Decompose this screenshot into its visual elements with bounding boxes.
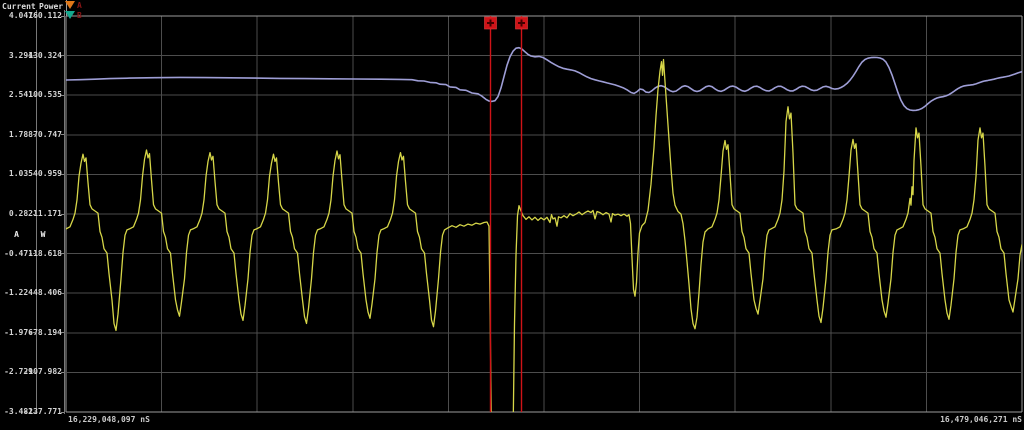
power-axis-header: Power [39,2,64,11]
axis-tick-dash [33,173,36,175]
power-unit-label: W [40,230,46,239]
trace-current [66,58,1022,412]
axis-tick-dash [61,411,64,413]
axis-tick-dash [61,213,64,215]
axis-tick-dash [33,292,36,294]
axis-tick-dash [61,94,64,96]
axis-tick-dash [61,173,64,175]
trace-power [66,46,1022,112]
axis-tick-dash [33,94,36,96]
current-unit-label: A [14,230,19,239]
axis-tick-dash [61,292,64,294]
marker-b-label: B [77,11,82,20]
marker-b-triangle-icon[interactable] [65,11,75,19]
time-cursors[interactable] [484,16,528,412]
marker-a-label: A [77,1,82,10]
axis-tick-dash [61,15,64,17]
axis-tick-dash [33,253,36,255]
axis-tick-dash [33,371,36,373]
current-axis-header: Current [2,2,36,11]
axis-tick-dash [33,55,36,57]
axis-tick-dash [61,332,64,334]
grid-lines [65,15,1023,413]
axis-tick-dash [61,55,64,57]
axis-tick-dash [33,411,36,413]
axis-tick-dash [33,15,36,17]
axis-tick-dash [33,332,36,334]
axis-tick-dash [33,134,36,136]
axis-column-separator [36,10,37,414]
axis-tick-dash [61,371,64,373]
time-start-label: 16,229,048,097 nS [68,415,150,424]
axis-column-separator [64,10,65,414]
signal-traces [66,46,1022,412]
time-end-label: 16,479,046,271 nS [940,415,1022,424]
axis-tick-dash [33,213,36,215]
marker-a-triangle-icon[interactable] [65,1,75,9]
axis-tick-dash [61,134,64,136]
axis-tick-dash [61,253,64,255]
